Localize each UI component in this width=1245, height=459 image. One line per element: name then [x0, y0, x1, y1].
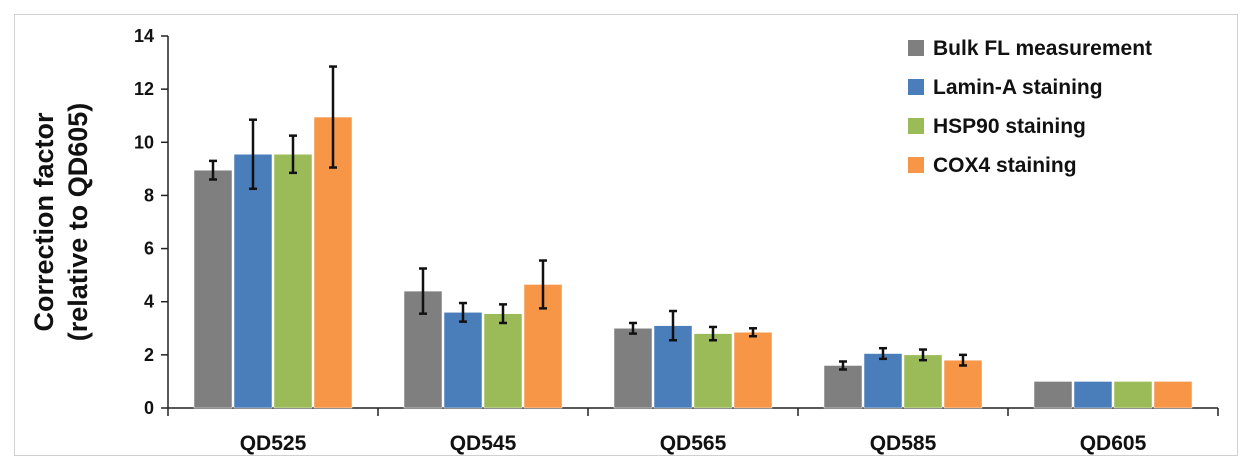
- x-tick-labels: QD525 QD545 QD565 QD585 QD605: [240, 432, 1147, 455]
- x-tick-label: QD585: [870, 432, 937, 455]
- y-tick-label: 14: [134, 26, 154, 46]
- legend-swatch: [908, 157, 924, 173]
- y-tick-label: 6: [144, 239, 154, 259]
- bar: [1073, 381, 1113, 409]
- legend-entry: Bulk FL measurement: [933, 37, 1152, 60]
- y-tick-label: 8: [144, 185, 154, 205]
- bar: [943, 359, 983, 409]
- bar: [443, 312, 483, 409]
- bar: [823, 365, 863, 409]
- bar: [903, 354, 943, 409]
- y-axis-label-line-2: (relative to QD605): [63, 103, 93, 342]
- y-tick-label: 2: [144, 345, 154, 365]
- y-tick-label: 4: [144, 292, 154, 312]
- bar: [483, 313, 523, 409]
- legend: Bulk FL measurement Lamin-A staining HSP90…: [908, 37, 1152, 177]
- x-tick-label: QD605: [1080, 432, 1147, 455]
- legend-swatch: [908, 118, 924, 134]
- bar: [193, 169, 233, 409]
- x-tick-label: QD525: [240, 432, 307, 455]
- y-tick-label: 0: [144, 398, 154, 418]
- legend-entry: Lamin-A staining: [933, 76, 1103, 99]
- y-axis-label-line-1: Correction factor: [29, 112, 59, 332]
- x-tick-label: QD545: [450, 432, 517, 455]
- y-tick-label: 10: [134, 132, 154, 152]
- bar: [863, 353, 903, 409]
- error-bars: [209, 65, 967, 371]
- bar: [693, 333, 733, 409]
- bar: [1113, 381, 1153, 409]
- bar: [613, 328, 653, 409]
- bars: [193, 116, 1193, 409]
- bar: [1033, 381, 1073, 409]
- legend-entry: HSP90 staining: [933, 115, 1086, 138]
- legend-swatch: [908, 40, 924, 56]
- y-axis-label: Correction factor (relative to QD605): [29, 103, 93, 342]
- y-tick-label: 12: [134, 79, 154, 99]
- bar: [233, 153, 273, 409]
- bar: [733, 332, 773, 409]
- bar: [1153, 381, 1193, 409]
- legend-swatch: [908, 79, 924, 95]
- bar: [273, 153, 313, 409]
- x-tick-label: QD565: [660, 432, 727, 455]
- legend-entry: COX4 staining: [933, 154, 1077, 177]
